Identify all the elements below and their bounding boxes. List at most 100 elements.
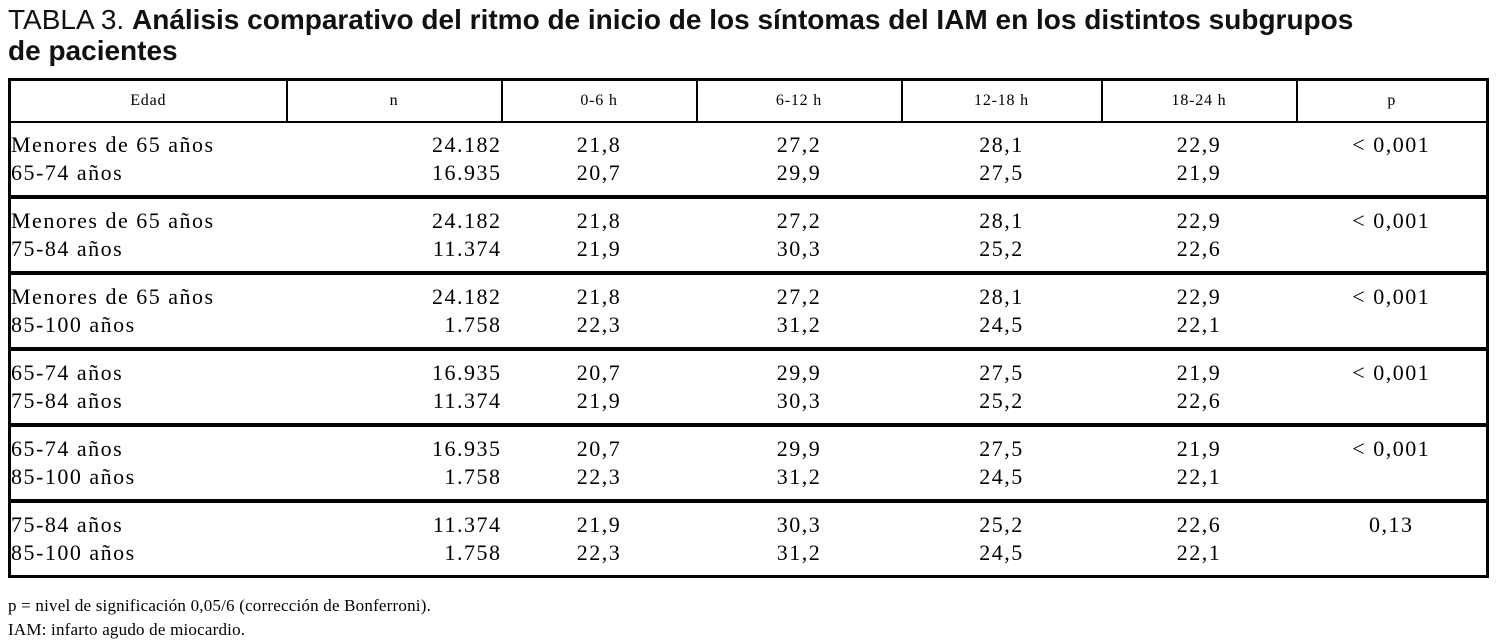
cell-edad: 65-74 años	[9, 423, 287, 463]
cell-edad: 65-74 años	[9, 347, 287, 387]
cell-n: 11.374	[432, 236, 502, 261]
cell-n: 24.182	[286, 195, 502, 235]
cell-12-18h: 24,5	[979, 540, 1024, 565]
comparison-table: Edad n 0-6 h 6-12 h 12-18 h 18-24 h p Me…	[8, 78, 1489, 578]
cell-18-24h: 22,9	[1101, 271, 1297, 311]
cell-n: 16.935	[286, 347, 502, 387]
table-row: 75-84 años 11.374 21,9 30,3 25,2 22,6	[10, 235, 1488, 273]
cell-0-6h: 20,7	[501, 423, 697, 463]
cell-18-24h: 21,9	[1101, 423, 1297, 463]
cell-12-18h: 24,5	[979, 464, 1024, 489]
cell-p: < 0,001	[1296, 271, 1488, 349]
cell-6-12h: 27,2	[776, 132, 822, 157]
table-group-3: Menores de 65 años 24.182 21,8 27,2 28,1…	[9, 271, 1488, 349]
table-row: 65-74 años 16.935 20,7 29,9 27,5 21,9 < …	[9, 347, 1488, 425]
table-group-1: Menores de 65 años 24.182 21,8 27,2 28,1…	[10, 122, 1488, 197]
cell-p: < 0,001	[1296, 423, 1488, 501]
table-row: 75-84 años 11.374 21,9 30,3 25,2 22,6 0,…	[9, 499, 1488, 577]
cell-n: 24.182	[286, 271, 502, 311]
cell-p: 0,13	[1296, 499, 1488, 577]
table-row: Menores de 65 años 24.182 21,8 27,2 28,1…	[10, 122, 1488, 159]
cell-6-12h: 29,9	[696, 423, 902, 463]
column-header-edad: Edad	[9, 79, 288, 123]
column-header-6-12h: 6-12 h	[696, 79, 903, 123]
table-row: 75-84 años 11.374 21,9 30,3 25,2 22,6	[10, 387, 1488, 425]
cell-6-12h: 27,2	[696, 195, 902, 235]
header-row: Edad n 0-6 h 6-12 h 12-18 h 18-24 h p	[9, 79, 1488, 123]
cell-edad: 85-100 años	[11, 464, 136, 489]
cell-n: 1.758	[444, 464, 502, 489]
cell-n: 11.374	[286, 499, 502, 539]
cell-18-24h: 22,6	[1176, 236, 1222, 261]
cell-18-24h: 22,6	[1101, 499, 1297, 539]
cell-0-6h: 21,9	[501, 499, 697, 539]
column-header-18-24h: 18-24 h	[1101, 79, 1298, 123]
table-row: Menores de 65 años 24.182 21,8 27,2 28,1…	[9, 271, 1488, 349]
cell-edad: Menores de 65 años	[9, 195, 287, 235]
cell-6-12h: 31,2	[776, 312, 822, 337]
column-header-12-18h: 12-18 h	[901, 79, 1103, 123]
cell-12-18h: 25,2	[901, 499, 1102, 539]
cell-12-18h: 25,2	[979, 388, 1024, 413]
cell-0-6h: 22,3	[576, 464, 622, 489]
footnotes: p = nivel de significación 0,05/6 (corre…	[8, 594, 1489, 642]
column-header-n: n	[286, 79, 503, 123]
table-header: Edad n 0-6 h 6-12 h 12-18 h 18-24 h p	[9, 79, 1488, 123]
cell-0-6h: 22,3	[576, 540, 622, 565]
cell-6-12h: 30,3	[696, 499, 902, 539]
cell-p: < 0,001	[1296, 347, 1488, 425]
cell-6-12h: 30,3	[776, 236, 822, 261]
table-title-bold-line1: Análisis comparativo del ritmo de inicio…	[132, 4, 1354, 35]
cell-18-24h: 22,9	[1101, 195, 1297, 235]
cell-6-12h: 29,9	[776, 160, 822, 185]
cell-12-18h: 28,1	[901, 195, 1102, 235]
cell-18-24h: 22,1	[1176, 464, 1222, 489]
table-number-label: TABLA 3.	[8, 4, 125, 35]
column-header-0-6h: 0-6 h	[501, 79, 698, 123]
cell-edad: Menores de 65 años	[9, 271, 287, 311]
table-group-6: 75-84 años 11.374 21,9 30,3 25,2 22,6 0,…	[9, 499, 1488, 577]
cell-n: 1.758	[444, 540, 502, 565]
cell-18-24h: 22,6	[1176, 388, 1222, 413]
cell-edad: 75-84 años	[9, 499, 287, 539]
cell-0-6h: 22,3	[576, 312, 622, 337]
cell-12-18h: 25,2	[979, 236, 1024, 261]
cell-n: 1.758	[444, 312, 502, 337]
cell-12-18h: 27,5	[901, 347, 1102, 387]
cell-0-6h: 21,8	[501, 195, 697, 235]
cell-edad: 65-74 años	[11, 160, 124, 185]
footnote-line: IAM: infarto agudo de miocardio.	[8, 620, 246, 639]
footnote-line: p = nivel de significación 0,05/6 (corre…	[8, 596, 432, 615]
cell-18-24h: 21,9	[1176, 160, 1222, 185]
table-group-5: 65-74 años 16.935 20,7 29,9 27,5 21,9 < …	[9, 423, 1488, 501]
table-title: TABLA 3. Análisis comparativo del ritmo …	[8, 4, 1489, 66]
cell-0-6h: 20,7	[501, 347, 697, 387]
cell-12-18h: 28,1	[901, 271, 1102, 311]
cell-12-18h: 28,1	[979, 132, 1024, 157]
cell-0-6h: 21,9	[576, 388, 622, 413]
table-row: 65-74 años 16.935 20,7 29,9 27,5 21,9 < …	[9, 423, 1488, 501]
cell-12-18h: 27,5	[901, 423, 1102, 463]
cell-6-12h: 31,2	[776, 540, 822, 565]
table-row: 85-100 años 1.758 22,3 31,2 24,5 22,1	[10, 539, 1488, 577]
cell-p: < 0,001	[1352, 132, 1431, 157]
table-row: 85-100 años 1.758 22,3 31,2 24,5 22,1	[10, 311, 1488, 349]
cell-18-24h: 22,1	[1176, 312, 1222, 337]
table-title-bold-line2: de pacientes	[8, 35, 178, 66]
cell-18-24h: 22,9	[1176, 132, 1222, 157]
cell-n: 24.182	[432, 132, 502, 157]
cell-6-12h: 27,2	[696, 271, 902, 311]
cell-18-24h: 22,1	[1176, 540, 1222, 565]
cell-6-12h: 29,9	[696, 347, 902, 387]
table-row: 85-100 años 1.758 22,3 31,2 24,5 22,1	[10, 463, 1488, 501]
cell-6-12h: 31,2	[776, 464, 822, 489]
table-group-4: 65-74 años 16.935 20,7 29,9 27,5 21,9 < …	[9, 347, 1488, 425]
cell-0-6h: 20,7	[576, 160, 622, 185]
cell-0-6h: 21,8	[501, 271, 697, 311]
cell-6-12h: 30,3	[776, 388, 822, 413]
cell-n: 16.935	[432, 160, 502, 185]
cell-n: 11.374	[432, 388, 502, 413]
cell-edad: 85-100 años	[11, 540, 136, 565]
cell-18-24h: 21,9	[1101, 347, 1297, 387]
